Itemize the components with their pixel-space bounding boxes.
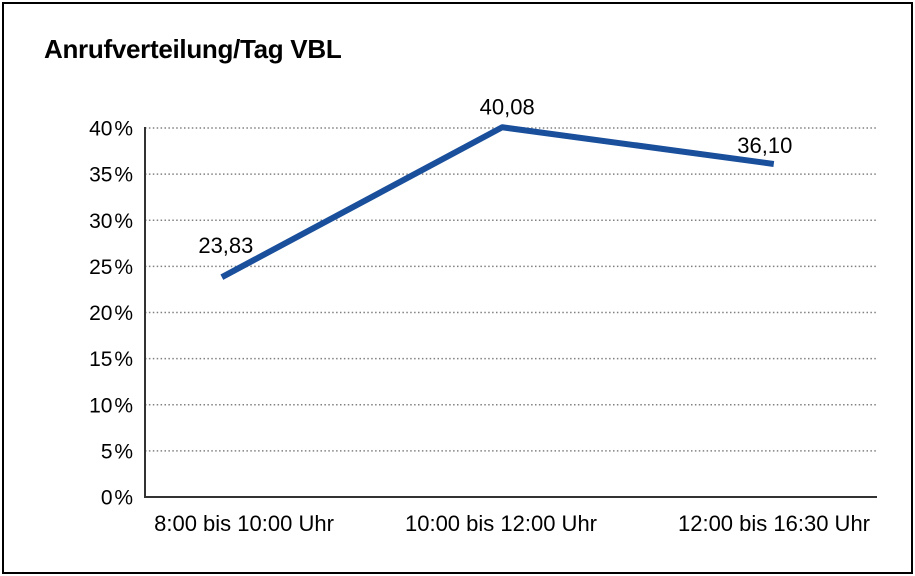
data-point-label: 40,08 — [480, 94, 535, 119]
y-tick-label: 40 % — [89, 118, 133, 141]
chart-title: Anrufverteilung/Tag VBL — [44, 34, 342, 64]
y-tick-label: 10 % — [89, 394, 133, 417]
x-category-label: 10:00 bis 12:00 Uhr — [405, 511, 597, 536]
x-category-label: 12:00 bis 16:30 Uhr — [678, 511, 870, 536]
data-point-label: 36,10 — [737, 133, 792, 158]
y-tick-label: 0 % — [101, 487, 133, 510]
y-tick-label: 15 % — [89, 348, 133, 371]
y-tick-label: 5 % — [101, 440, 133, 463]
y-tick-label: 20 % — [89, 302, 133, 325]
x-category-label: 8:00 bis 10:00 Uhr — [154, 511, 334, 536]
y-tick-label: 35 % — [89, 164, 133, 187]
y-tick-label: 30 % — [89, 210, 133, 233]
line-chart: 0 % 5 % 10 % 15 % 20 % 25 % 30 % 35 % 40 % 8:00 b… — [89, 94, 877, 536]
data-point-label: 23,83 — [198, 233, 253, 258]
y-tick-label: 25 % — [89, 256, 133, 279]
data-line — [220, 124, 775, 280]
